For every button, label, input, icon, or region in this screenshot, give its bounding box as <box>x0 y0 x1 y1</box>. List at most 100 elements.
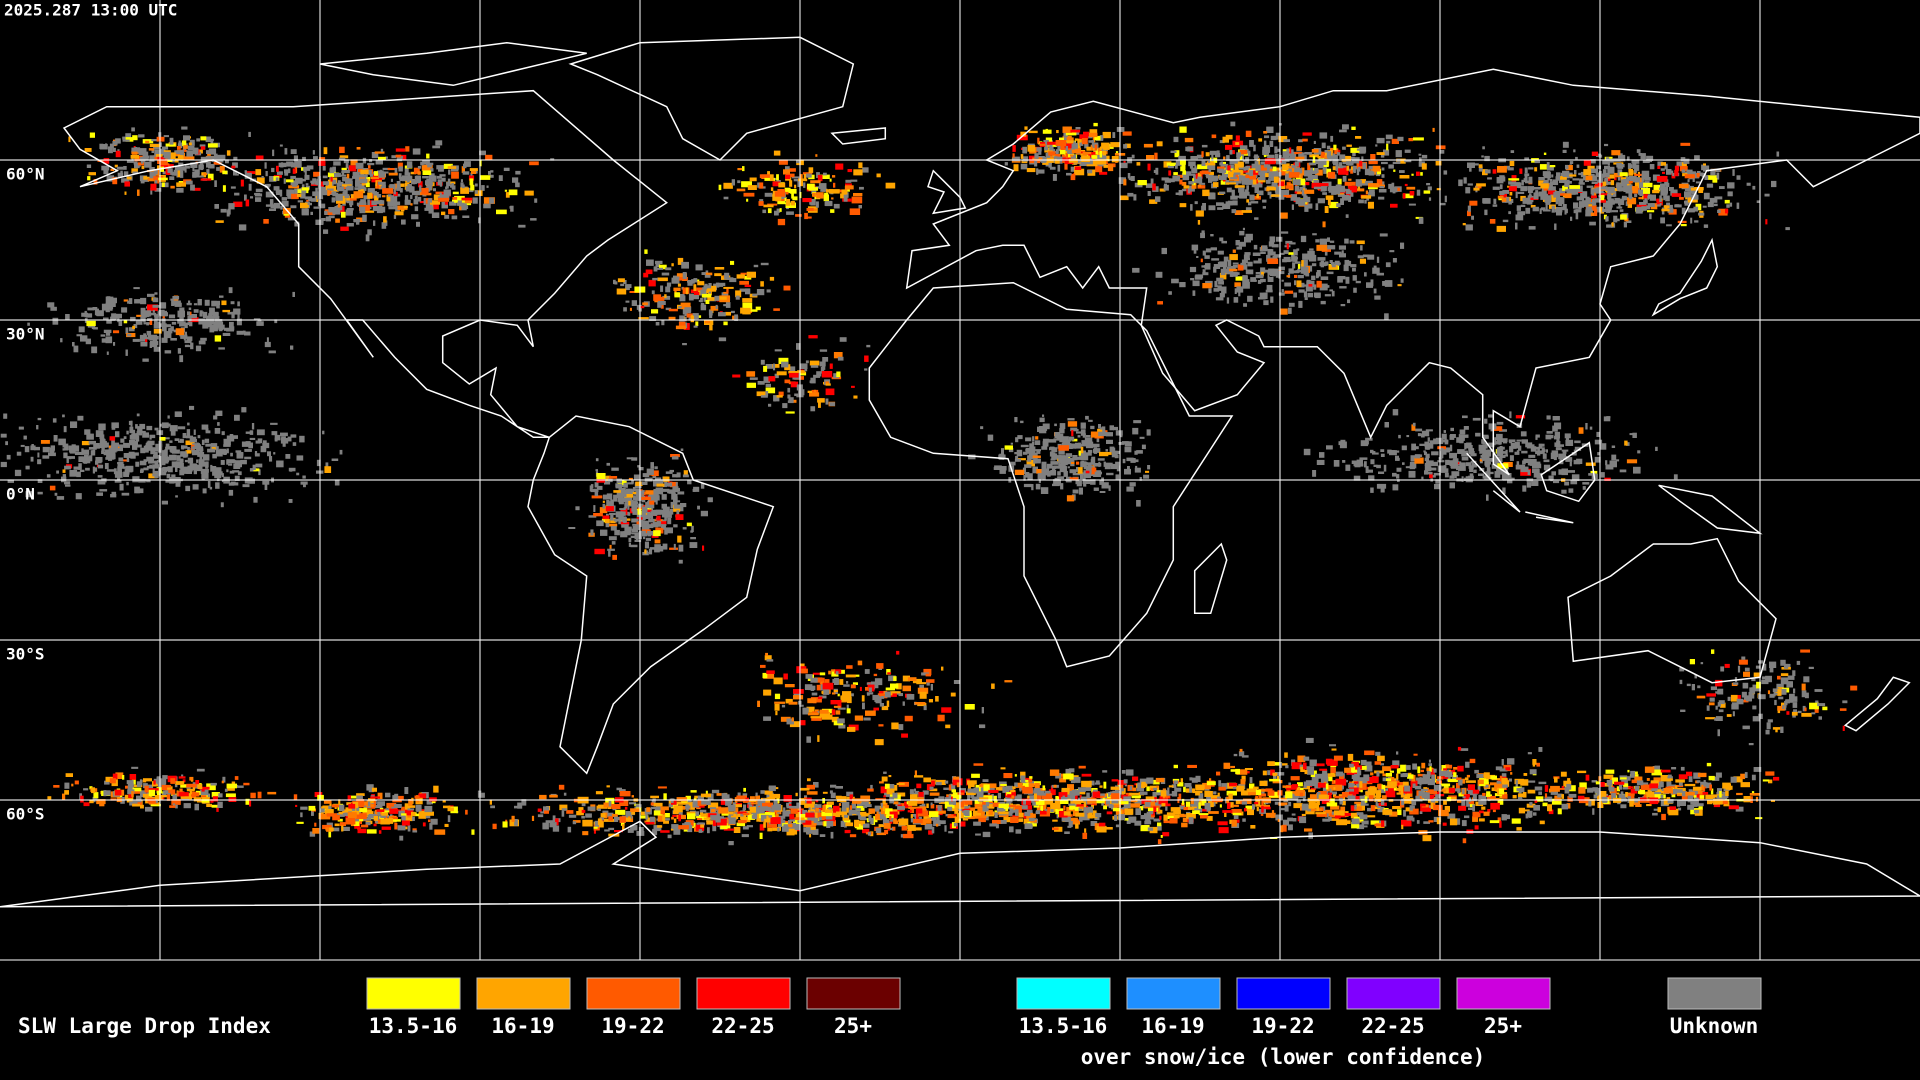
cloud-pixel <box>1396 158 1406 164</box>
cloud-pixel <box>1432 804 1443 811</box>
cloud-pixel <box>1440 783 1451 787</box>
cloud-pixel <box>1492 169 1497 174</box>
cloud-pixel <box>1083 801 1087 808</box>
cloud-pixel <box>1605 176 1611 181</box>
cloud-pixel <box>1193 175 1199 179</box>
cloud-pixel <box>660 806 669 811</box>
cloud-pixel <box>1189 777 1193 781</box>
cloud-pixel <box>1453 772 1457 777</box>
cloud-pixel <box>1477 784 1481 792</box>
cloud-pixel <box>1370 820 1381 825</box>
cloud-pixel <box>1375 800 1378 807</box>
cloud-pixel <box>1318 183 1329 187</box>
cloud-pixel <box>1661 208 1670 212</box>
cloud-pixel <box>1298 199 1306 206</box>
cloud-pixel <box>1187 188 1191 194</box>
cloud-pixel <box>1527 780 1536 783</box>
cloud-pixel <box>1715 716 1723 721</box>
cloud-pixel <box>1657 161 1663 166</box>
cloud-pixel <box>650 806 659 810</box>
cloud-pixel <box>448 169 451 175</box>
cloud-pixel <box>1467 784 1475 791</box>
cloud-pixel <box>1073 792 1078 800</box>
cloud-pixel <box>1096 825 1107 833</box>
cloud-pixel <box>619 791 631 797</box>
cloud-pixel <box>1534 159 1540 164</box>
cloud-pixel <box>1817 703 1826 707</box>
cloud-pixel <box>833 805 840 813</box>
cloud-pixel <box>370 176 379 179</box>
cloud-pixel <box>1024 824 1033 829</box>
cloud-pixel <box>975 833 981 836</box>
cloud-pixel <box>1551 195 1558 202</box>
cloud-pixel <box>971 773 980 778</box>
cloud-pixel <box>1038 799 1045 805</box>
cloud-pixel <box>1283 195 1292 198</box>
cloud-pixel <box>1627 197 1637 205</box>
cloud-pixel <box>931 780 935 787</box>
cloud-pixel <box>1708 702 1715 706</box>
cloud-pixel <box>1331 784 1343 791</box>
cloud-pixel <box>1309 794 1320 800</box>
cloud-pixel <box>595 791 603 795</box>
cloud-pixel <box>1304 769 1308 775</box>
cloud-pixel <box>824 809 833 813</box>
cloud-pixel <box>347 795 351 801</box>
cloud-pixel <box>1706 183 1714 188</box>
cloud-pixel <box>1608 783 1612 791</box>
cloud-pixel <box>1114 814 1118 821</box>
cloud-pixel <box>614 816 619 822</box>
cloud-pixel <box>1499 768 1508 772</box>
cloud-pixel <box>1783 663 1789 669</box>
cloud-pixel <box>1075 812 1085 817</box>
cloud-pixel <box>545 820 554 823</box>
cloud-pixel <box>868 808 876 814</box>
cloud-pixel <box>1249 170 1254 176</box>
cloud-pixel <box>1732 711 1735 717</box>
cloud-pixel <box>1244 808 1247 812</box>
cloud-pixel <box>1277 177 1280 183</box>
cloud-pixel <box>1208 176 1213 183</box>
cloud-pixel <box>1165 806 1168 811</box>
cloud-pixel <box>1286 148 1289 156</box>
cloud-pixel <box>763 689 772 696</box>
cloud-pixel <box>1019 786 1022 792</box>
cloud-pixel <box>1375 144 1378 147</box>
cloud-pixel <box>1354 774 1360 781</box>
cloud-pixel <box>512 177 519 183</box>
cloud-pixel <box>1674 165 1680 171</box>
cloud-pixel <box>1245 805 1254 811</box>
cloud-pixel <box>1199 171 1204 175</box>
cloud-pixel <box>1229 165 1234 169</box>
cloud-pixel <box>1533 812 1537 816</box>
cloud-pixel <box>1775 728 1778 733</box>
cloud-pixel <box>979 724 986 729</box>
cloud-pixel <box>614 830 623 833</box>
cloud-pixel <box>915 808 923 814</box>
cloud-pixel <box>686 799 692 803</box>
cloud-pixel <box>1575 212 1579 220</box>
cloud-pixel <box>1421 779 1427 785</box>
cloud-pixel <box>1227 802 1231 809</box>
cloud-pixel <box>373 192 379 199</box>
cloud-pixel <box>650 802 654 806</box>
cloud-pixel <box>1254 801 1259 805</box>
cloud-pixel <box>1538 791 1542 795</box>
cloud-pixel <box>414 795 420 799</box>
cloud-pixel <box>1216 202 1224 206</box>
cloud-pixel <box>751 815 757 819</box>
cloud-pixel <box>758 799 761 806</box>
cloud-pixel <box>793 819 801 825</box>
cloud-pixel <box>1231 209 1237 214</box>
cloud-pixel <box>269 208 276 211</box>
cloud-pixel <box>1657 165 1661 169</box>
cloud-pixel <box>1345 188 1350 192</box>
cloud-pixel <box>1501 759 1504 766</box>
cloud-pixel <box>1586 185 1594 188</box>
cloud-pixel <box>1402 193 1406 199</box>
cloud-pixel <box>1634 164 1640 171</box>
cloud-pixel <box>712 824 717 832</box>
cloud-pixel <box>399 188 403 193</box>
cloud-pixel <box>1594 209 1598 216</box>
cloud-pixel <box>1149 199 1158 204</box>
